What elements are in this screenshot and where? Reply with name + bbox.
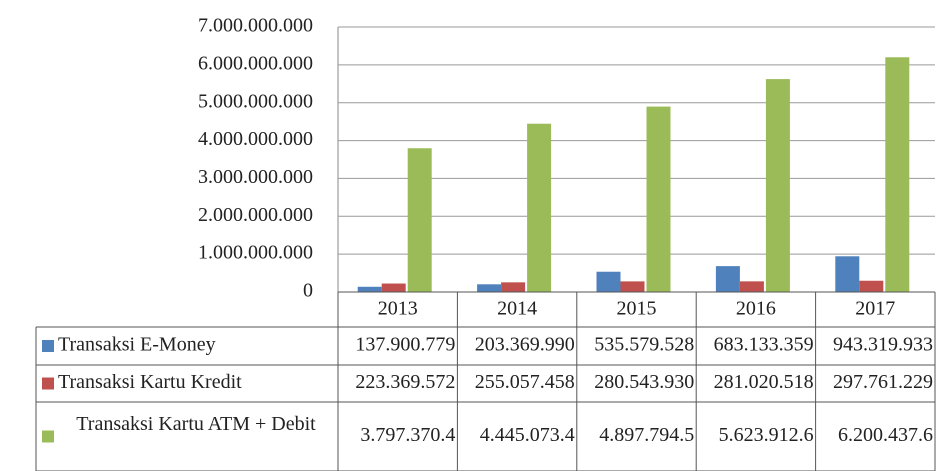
legend-label: Transaksi Kartu Kredit — [58, 371, 242, 393]
data-label: 4.445.073.4 — [480, 424, 575, 446]
data-label: 223.369.572 — [355, 371, 455, 393]
bar — [621, 281, 645, 292]
x-tick-label: 2016 — [736, 298, 776, 320]
legend-label-box: Transaksi Kartu ATM + Debit — [58, 412, 334, 471]
bar — [408, 148, 432, 292]
bar — [716, 266, 740, 292]
data-label: 6.200.437.6 — [838, 424, 933, 446]
y-tick-label: 4.000.000.000 — [198, 128, 313, 150]
data-label: 281.020.518 — [714, 371, 814, 393]
data-label: 280.543.930 — [594, 371, 694, 393]
legend-label: Transaksi Kartu ATM + Debit — [58, 412, 334, 436]
data-label: 297.761.229 — [833, 371, 933, 393]
bar — [766, 79, 790, 292]
bar — [740, 281, 764, 292]
bar — [597, 272, 621, 292]
legend-label: Transaksi E-Money — [58, 334, 216, 356]
data-label: 255.057.458 — [475, 371, 575, 393]
y-tick-label: 1.000.000.000 — [198, 242, 313, 264]
data-label: 535.579.528 — [594, 334, 694, 356]
bar — [527, 124, 551, 292]
bar — [885, 57, 909, 292]
x-tick-label: 2014 — [497, 298, 537, 320]
data-label: 683.133.359 — [714, 334, 814, 356]
legend-swatch — [42, 340, 54, 352]
bar — [647, 107, 671, 292]
data-label: 3.797.370.4 — [360, 424, 455, 446]
x-tick-label: 2013 — [378, 298, 418, 320]
y-tick-label: 0 — [303, 280, 313, 302]
y-tick-label: 2.000.000.000 — [198, 204, 313, 226]
x-tick-label: 2017 — [855, 298, 895, 320]
data-label: 203.369.990 — [475, 334, 575, 356]
bar — [358, 287, 382, 292]
bar — [382, 284, 406, 292]
y-tick-label: 3.000.000.000 — [198, 166, 313, 188]
x-tick-label: 2015 — [617, 298, 657, 320]
data-label: 4.897.794.5 — [599, 424, 694, 446]
y-tick-label: 6.000.000.000 — [198, 52, 313, 74]
legend-swatch — [42, 431, 54, 443]
bar — [501, 282, 525, 292]
bar — [859, 281, 883, 292]
bar — [835, 256, 859, 292]
legend-swatch — [42, 378, 54, 390]
data-label: 137.900.779 — [355, 334, 455, 356]
y-tick-label: 5.000.000.000 — [198, 90, 313, 112]
y-tick-label: 7.000.000.000 — [198, 15, 313, 37]
chart: 0 1.000.000.000 2.000.000.000 3.000.000.000… — [0, 0, 941, 471]
data-label: 5.623.912.6 — [719, 424, 814, 446]
data-label: 943.319.933 — [833, 334, 933, 356]
bar — [477, 284, 501, 292]
